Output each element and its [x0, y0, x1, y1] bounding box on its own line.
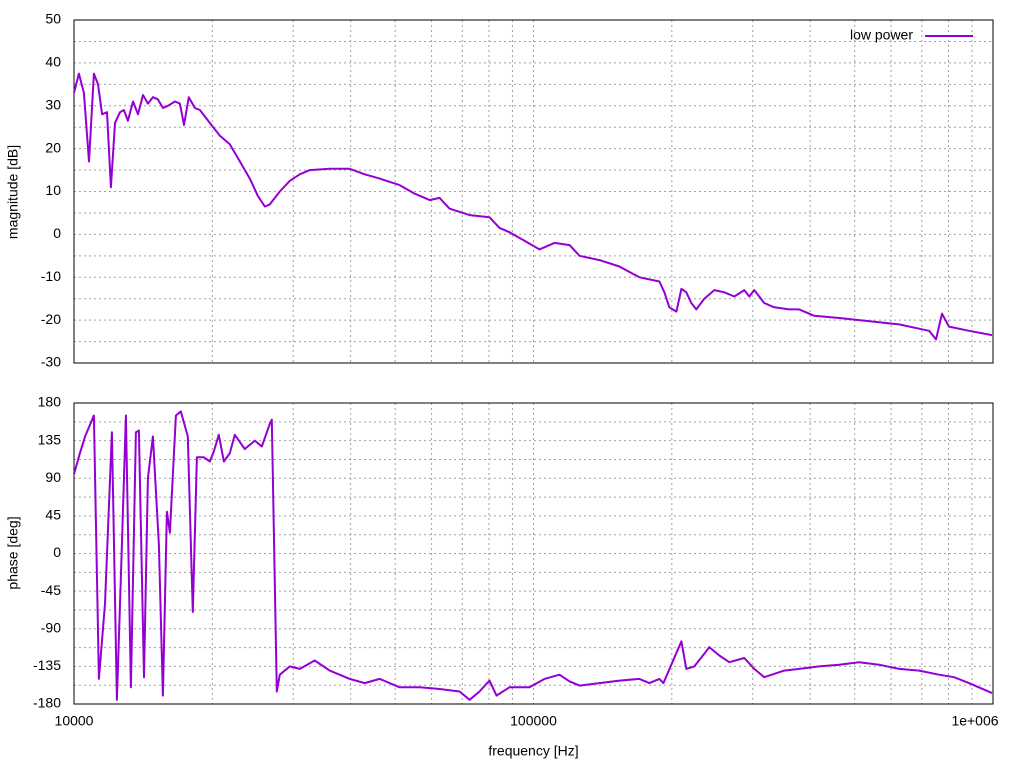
data-line: [73, 72, 993, 341]
y-tick-label: -45: [41, 582, 61, 598]
y-tick-label: -10: [41, 268, 61, 284]
legend-label: low power: [850, 27, 913, 43]
y-tick-label: -135: [33, 657, 61, 673]
y-tick-label: 10: [45, 182, 61, 198]
x-tick-label: 1e+006: [951, 713, 998, 729]
x-axis-title: frequency [Hz]: [488, 743, 578, 759]
y-tick-label: 20: [45, 139, 61, 155]
y-axis-title: phase [deg]: [5, 516, 21, 589]
y-tick-label: 135: [38, 431, 62, 447]
y-tick-label: 0: [53, 544, 61, 560]
y-tick-label: 40: [45, 54, 61, 70]
y-tick-label: 45: [45, 507, 61, 523]
y-tick-label: 90: [45, 469, 61, 485]
y-tick-label: -30: [41, 354, 61, 370]
plot-border: [73, 19, 994, 364]
data-line: [73, 410, 993, 701]
plot-border: [73, 402, 994, 705]
y-tick-label: 180: [38, 394, 62, 410]
y-tick-label: -180: [33, 695, 61, 711]
x-tick-label: 10000: [55, 713, 94, 729]
y-tick-label: -90: [41, 619, 61, 635]
x-tick-label: 100000: [510, 713, 557, 729]
y-tick-label: -20: [41, 311, 61, 327]
y-axis-title: magnitude [dB]: [5, 145, 21, 239]
y-tick-label: 30: [45, 96, 61, 112]
y-tick-label: 0: [53, 225, 61, 241]
y-tick-label: 50: [45, 11, 61, 27]
